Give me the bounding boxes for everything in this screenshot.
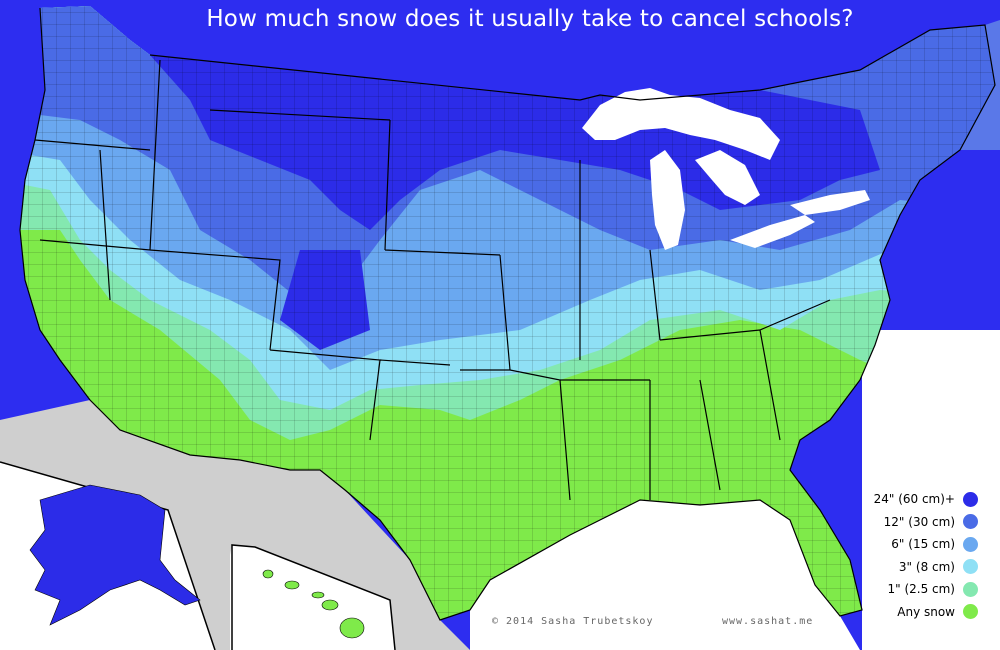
legend: 24" (60 cm)+ 12" (30 cm) 6" (15 cm) 3" (… — [838, 488, 978, 623]
state-borders — [19, 7, 996, 621]
author-credit: © 2014 Sasha Trubetskoy — [492, 616, 654, 627]
legend-label: 1" (2.5 cm) — [887, 582, 955, 597]
legend-swatch — [963, 604, 978, 620]
legend-label: 3" (8 cm) — [898, 559, 955, 574]
legend-label: 12" (30 cm) — [883, 514, 955, 529]
great-lakes — [582, 88, 870, 250]
hawaii-islands — [262, 569, 365, 639]
legend-swatch — [963, 536, 978, 552]
legend-swatch — [963, 491, 978, 507]
legend-label: Any snow — [897, 604, 955, 619]
alaska-inset-border — [0, 461, 216, 650]
legend-item-24in: 24" (60 cm)+ — [838, 488, 978, 511]
hawaii-inset-border — [231, 544, 396, 650]
website-credit: www.sashat.me — [722, 616, 814, 627]
legend-label: 24" (60 cm)+ — [873, 492, 955, 507]
legend-item-any-snow: Any snow — [838, 601, 978, 624]
atlantic-area — [862, 330, 1000, 650]
legend-item-12in: 12" (30 cm) — [838, 511, 978, 534]
legend-label: 6" (15 cm) — [891, 537, 955, 552]
legend-swatch — [963, 514, 978, 530]
map-title: How much snow does it usually take to ca… — [206, 6, 854, 32]
alaska-shape — [29, 484, 201, 626]
legend-swatch — [963, 559, 978, 575]
gulf-area — [470, 500, 860, 650]
legend-item-3in: 3" (8 cm) — [838, 556, 978, 579]
legend-item-1in: 1" (2.5 cm) — [838, 578, 978, 601]
legend-item-6in: 6" (15 cm) — [838, 533, 978, 556]
legend-swatch — [963, 581, 978, 597]
